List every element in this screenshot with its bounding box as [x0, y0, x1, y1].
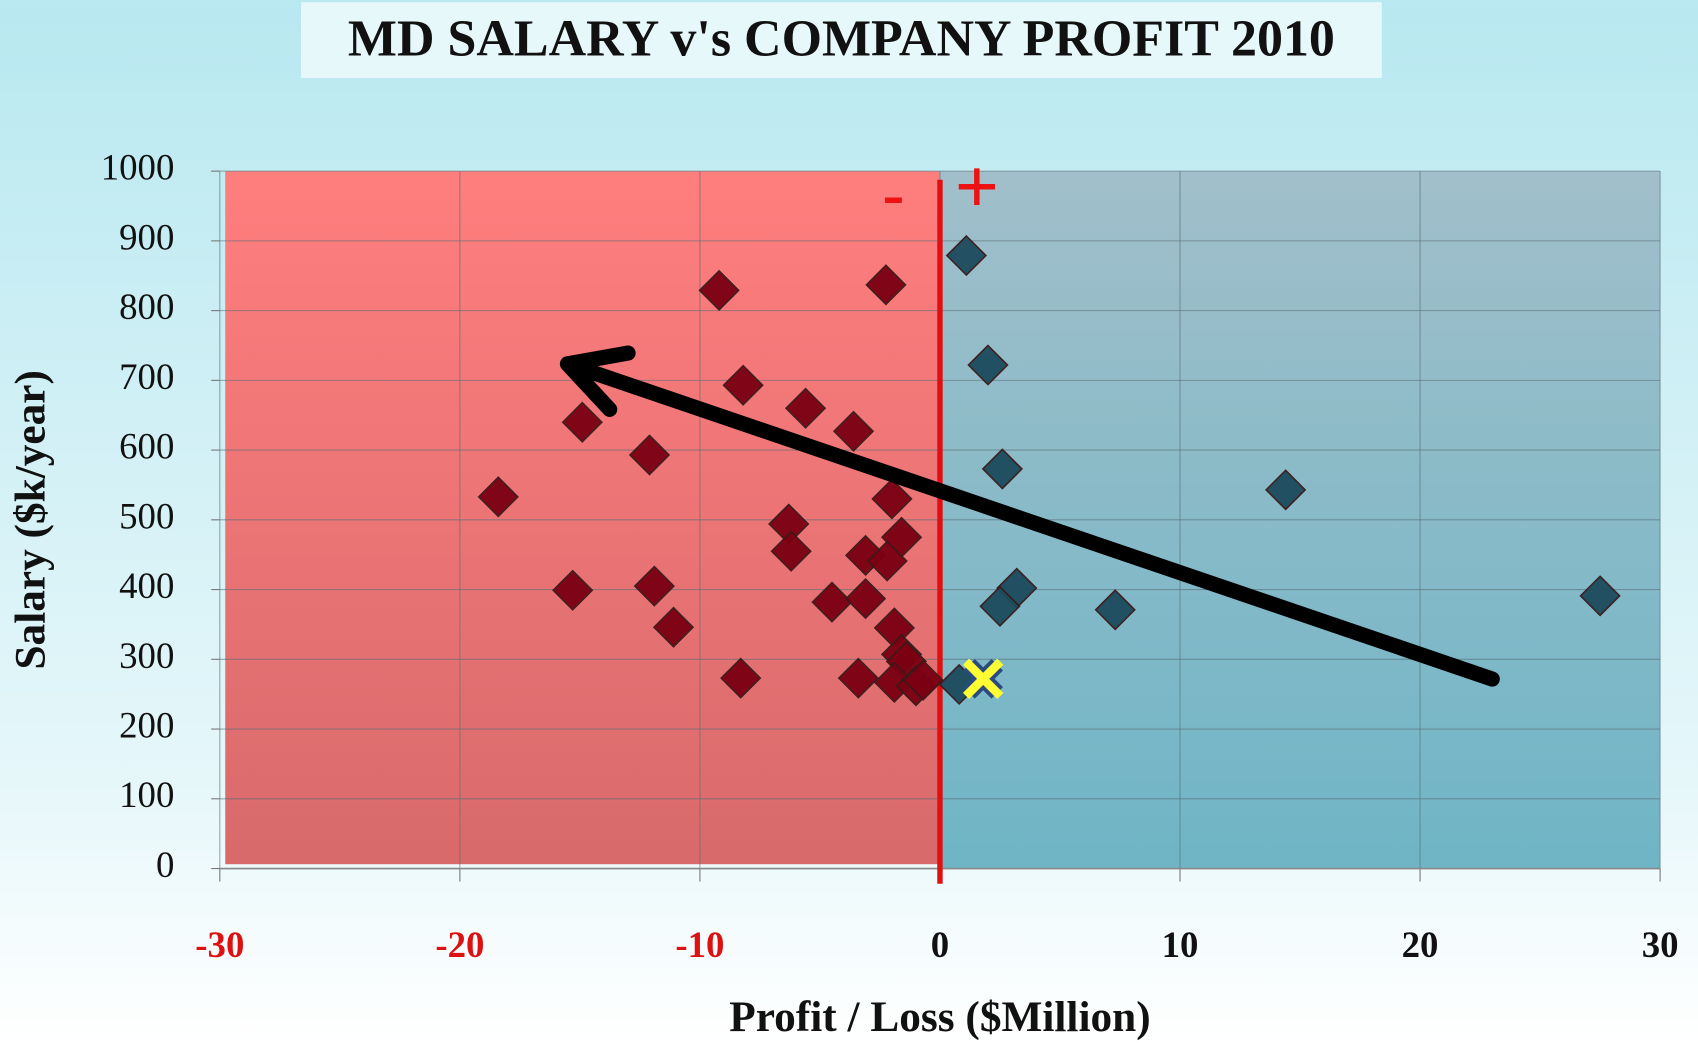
- point: [967, 344, 1009, 386]
- point: [902, 659, 944, 701]
- loss-region: [225, 171, 940, 865]
- trend-arrow: [559, 345, 1500, 687]
- x-tick-label: -10: [675, 924, 724, 965]
- point: [784, 387, 827, 429]
- y-tick-label: 400: [119, 565, 174, 606]
- x-tick-label: 20: [1402, 924, 1439, 965]
- arrow-shaft: [566, 358, 1500, 687]
- point: [652, 606, 695, 648]
- point: [866, 540, 908, 582]
- y-tick-label: 0: [156, 844, 174, 885]
- point: [832, 410, 875, 452]
- plus-annotation: +: [955, 144, 999, 230]
- point: [979, 585, 1021, 627]
- y-tick-label: 500: [119, 495, 174, 536]
- point: [811, 581, 853, 623]
- y-tick-label: 600: [119, 426, 174, 467]
- point: [865, 264, 907, 306]
- y-axis-label: Salary ($k/year): [7, 370, 55, 669]
- y-tick-label: 800: [119, 286, 174, 327]
- x-tick-label: 10: [1162, 924, 1199, 965]
- point: [837, 657, 879, 699]
- y-tick-label: 700: [119, 356, 174, 397]
- point-marker: [962, 658, 1004, 700]
- chart-title: MD SALARY v's COMPANY PROFIT 2010: [348, 10, 1335, 67]
- x-axis-label: Profit / Loss ($Million): [729, 993, 1150, 1041]
- point: [1264, 469, 1307, 511]
- point: [1579, 575, 1621, 617]
- x-tick-label: 30: [1642, 924, 1679, 965]
- point: [552, 569, 594, 611]
- point: [981, 448, 1024, 490]
- point: [628, 434, 671, 476]
- point: [1094, 589, 1136, 631]
- point: [561, 401, 603, 443]
- point: [720, 657, 762, 699]
- minus-annotation: -: [883, 158, 905, 230]
- title-box: [301, 2, 1382, 79]
- point: [770, 530, 812, 572]
- point: [722, 364, 764, 406]
- point: [945, 234, 988, 277]
- point: [477, 476, 519, 518]
- x-tick-label: 0: [931, 924, 949, 965]
- point: [962, 658, 1004, 700]
- y-tick-label: 300: [119, 635, 174, 676]
- y-tick-label: 200: [119, 705, 174, 746]
- y-tick-label: 100: [119, 774, 174, 815]
- arrow-head: [559, 345, 636, 417]
- point: [698, 269, 740, 312]
- y-tick-label: 900: [119, 216, 174, 257]
- y-tick-label: 1000: [101, 147, 175, 188]
- point: [844, 577, 887, 620]
- x-tick-label: -20: [435, 924, 484, 965]
- point: [871, 478, 913, 520]
- x-tick-label: -30: [195, 924, 244, 965]
- point: [633, 565, 675, 607]
